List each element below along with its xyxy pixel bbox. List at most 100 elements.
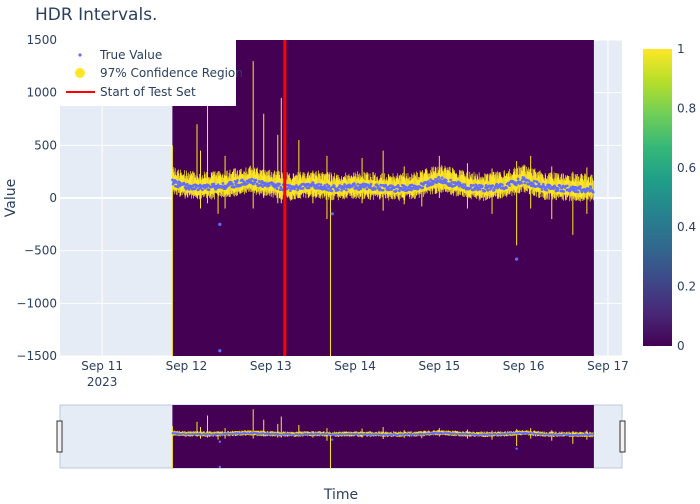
true-value-point xyxy=(314,187,318,190)
true-value-point xyxy=(227,184,230,187)
true-value-point xyxy=(580,190,584,194)
true-value-point xyxy=(537,182,541,186)
true-value-point xyxy=(410,188,413,192)
true-value-point xyxy=(483,189,487,193)
y-tick-label: −500 xyxy=(24,244,57,258)
true-value-point xyxy=(278,182,281,186)
y-tick-label: 1000 xyxy=(26,86,57,100)
true-value-point xyxy=(508,184,511,187)
range-slider-right-handle[interactable] xyxy=(619,420,626,453)
colorbar-gradient xyxy=(643,49,672,346)
true-value-point xyxy=(404,185,408,189)
true-value-point xyxy=(354,184,357,188)
true-value-outlier xyxy=(218,222,222,226)
true-value-point xyxy=(268,184,271,187)
true-value-point xyxy=(501,183,504,186)
true-value-outlier xyxy=(515,257,519,261)
legend-true-value-marker xyxy=(78,53,82,57)
true-value-point xyxy=(523,181,526,185)
x-axis-label: Time xyxy=(323,487,358,500)
true-value-point xyxy=(545,185,548,189)
y-tick-label: 0 xyxy=(49,191,57,205)
true-value-point xyxy=(450,181,454,184)
true-value-point xyxy=(522,176,526,180)
true-value-point xyxy=(448,182,451,185)
true-value-point xyxy=(576,190,580,194)
range-slider[interactable] xyxy=(56,404,626,469)
range-slider-left-handle[interactable] xyxy=(56,420,63,453)
y-tick-label: 500 xyxy=(34,138,57,152)
true-value-point xyxy=(490,186,493,190)
true-value-point xyxy=(352,182,356,185)
true-value-point xyxy=(457,180,460,184)
true-value-outlier xyxy=(515,447,518,450)
true-value-point xyxy=(250,177,254,181)
main-plot-data xyxy=(171,40,595,356)
true-value-point xyxy=(560,186,564,190)
true-value-point xyxy=(587,187,591,191)
true-value-point xyxy=(449,178,452,182)
true-value-point xyxy=(281,188,284,192)
true-value-point xyxy=(221,182,225,185)
true-value-point xyxy=(437,176,441,179)
true-value-point xyxy=(527,179,531,182)
true-value-point xyxy=(301,186,305,190)
true-value-point xyxy=(566,184,569,188)
legend-test-set-label: Start of Test Set xyxy=(100,85,196,99)
true-value-point xyxy=(592,433,595,436)
true-value-point xyxy=(559,189,563,193)
true-value-point xyxy=(495,182,499,186)
true-value-outlier xyxy=(331,438,334,441)
true-value-point xyxy=(258,180,261,183)
true-value-point xyxy=(333,184,336,188)
true-value-point xyxy=(172,181,176,185)
colorbar-tick-label: 1 xyxy=(677,42,685,56)
true-value-point xyxy=(212,182,216,186)
true-value-point xyxy=(345,188,348,192)
x-tick-label: Sep 14 xyxy=(334,359,376,373)
true-value-outlier xyxy=(218,349,222,353)
true-value-point xyxy=(545,188,549,192)
true-value-outlier xyxy=(218,440,222,443)
true-value-point xyxy=(187,188,191,191)
true-value-point xyxy=(532,179,536,183)
y-tick-label: −1000 xyxy=(16,296,57,310)
true-value-point xyxy=(481,184,484,188)
true-value-point xyxy=(365,187,369,191)
x-tick-label: Sep 11 xyxy=(81,359,123,373)
y-tick-label: 1500 xyxy=(26,33,57,47)
true-value-point xyxy=(473,188,476,191)
true-value-point xyxy=(532,183,535,186)
legend-item-true-value[interactable]: True Value xyxy=(78,48,162,62)
true-value-point xyxy=(205,185,209,189)
true-value-point xyxy=(548,184,552,187)
colorbar-tick-label: 0.4 xyxy=(677,220,696,234)
true-value-point xyxy=(275,187,279,191)
true-value-point xyxy=(431,182,435,186)
true-value-point xyxy=(287,186,290,190)
true-value-point xyxy=(319,183,323,186)
x-tick-label: Sep 16 xyxy=(503,359,545,373)
true-value-point xyxy=(463,183,467,186)
true-value-outlier xyxy=(218,465,222,468)
true-value-point xyxy=(557,187,560,190)
true-value-point xyxy=(337,188,340,192)
x-tick-label: Sep 15 xyxy=(418,359,460,373)
legend-item-confidence-region[interactable]: 97% Confidence Region xyxy=(75,66,243,80)
legend-item-test-set[interactable]: Start of Test Set xyxy=(66,85,196,99)
true-value-point xyxy=(472,184,475,187)
true-value-point xyxy=(376,185,380,188)
true-value-point xyxy=(356,182,360,186)
true-value-point xyxy=(330,189,334,193)
true-value-point xyxy=(236,179,239,182)
true-value-point xyxy=(588,189,591,193)
true-value-point xyxy=(535,180,539,184)
legend-confidence-marker xyxy=(75,68,85,78)
x-axis-ticks: Sep 11 2023 Sep 12 Sep 13 Sep 14 Sep 15 Sep 16… xyxy=(81,359,629,389)
colorbar: 0 0.2 0.4 0.6 0.8 1 xyxy=(643,42,696,353)
colorbar-tick-label: 0.6 xyxy=(677,161,696,175)
true-value-point xyxy=(395,189,398,192)
true-value-point xyxy=(366,183,370,187)
true-value-point xyxy=(442,181,445,185)
